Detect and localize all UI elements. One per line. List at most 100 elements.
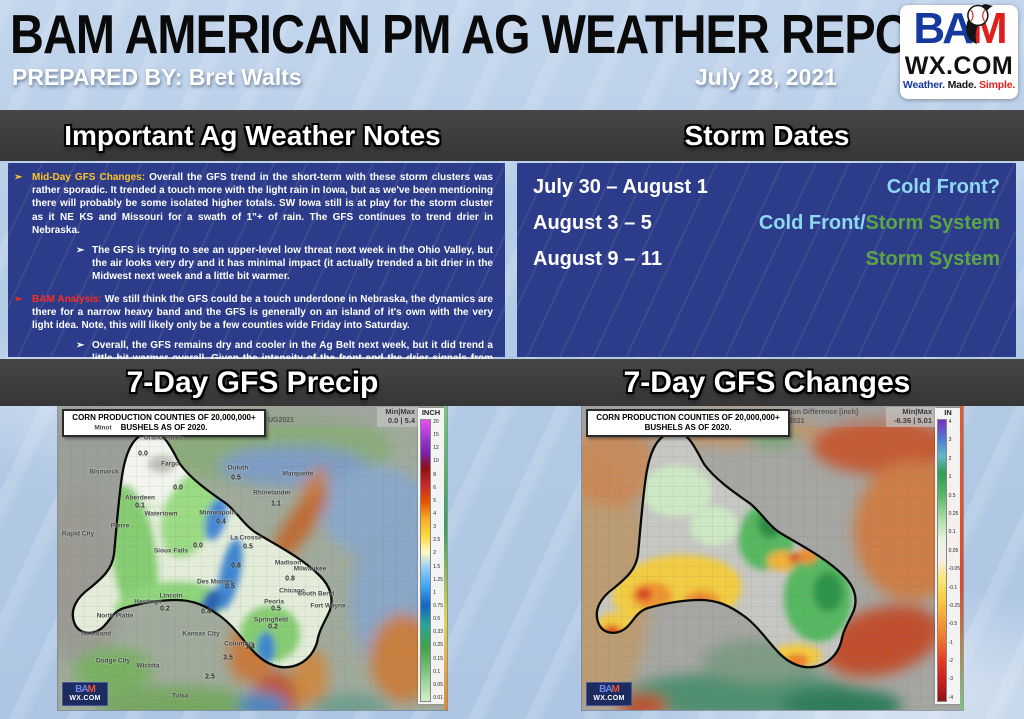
- bullet-arrow-icon: ➢: [14, 172, 23, 183]
- colorbar-tick: 2.5: [433, 537, 441, 544]
- colorbar-tick: 1: [433, 589, 437, 596]
- colorbar-tick: 3: [433, 524, 437, 531]
- colorbar-tick: 10: [433, 458, 439, 465]
- notes-section-title: Important Ag Weather Notes: [64, 119, 441, 151]
- colorbar-unit: IN: [944, 408, 952, 417]
- note-label: BAM Analysis:: [32, 293, 105, 305]
- colorbar-tick: 0.15: [433, 655, 443, 662]
- city-label: Rapid City: [61, 530, 95, 538]
- colorbar-tick: 3: [948, 437, 952, 444]
- colorbar-tick: 0.1: [948, 529, 956, 536]
- city-label: Springfield: [254, 616, 288, 624]
- city-label: Bismarck: [89, 468, 119, 476]
- precip-value-label: 0.2: [160, 605, 170, 613]
- minmax-label: Min|Max: [385, 407, 415, 416]
- storm-date: August 9 – 11: [533, 248, 662, 270]
- storm-date-row: July 30 – August 1 Cold Front?: [533, 176, 1000, 199]
- bam-watermark: BAM WX.COM: [62, 682, 108, 706]
- minmax-value: 0.0 | 5.4: [387, 416, 415, 426]
- bam-logo: BAM WX.COM Weather. Made. Simple.: [900, 4, 1018, 99]
- city-label: Fort Wayne: [310, 602, 346, 610]
- changes-map-graphic: [582, 406, 963, 710]
- colorbar-gradient: [420, 419, 432, 702]
- city-label: Madison: [274, 559, 302, 567]
- map-header-bar: 7-Day GFS Precip 7-Day GFS Changes: [0, 359, 1024, 406]
- gfs-precip-map: UG2021 Min|Max 0.0 | 5.4 CORN PRODUCTION…: [58, 406, 447, 710]
- colorbar-tick: 0.05: [948, 547, 959, 554]
- city-label: Dodge City: [95, 657, 131, 665]
- tagline-word: Weather.: [902, 79, 945, 91]
- colorbar-tick: 1: [948, 474, 952, 481]
- city-label: Fargo: [160, 460, 180, 468]
- colorbar-tick: 0.5: [948, 492, 956, 499]
- colorbar-tick: 20: [433, 419, 439, 425]
- city-label: Tulsa: [171, 692, 189, 700]
- city-label: Sioux Falls: [153, 547, 189, 555]
- ag-weather-notes-panel: ➢ Mid-Day GFS Changes: Overall the GFS tr…: [8, 163, 505, 404]
- storm-date: August 3 – 5: [533, 212, 652, 234]
- colorbar-tick: 1.25: [433, 576, 443, 583]
- colorbar-tick: -0.05: [948, 566, 960, 573]
- city-label: Duluth: [227, 464, 249, 472]
- city-label: Aberdeen: [125, 494, 155, 502]
- minmax-label: Min|Max: [902, 407, 932, 416]
- colorbar-tick: 12: [433, 445, 439, 452]
- precip-value-label: 0.8: [285, 575, 295, 583]
- changes-colorbar: IN 4 3 2 1 0.5 0.25 0.1 0.05 -0.05 -0.1 -0.25 -0.5 -…: [935, 408, 961, 704]
- storm-event: Cold Front/Storm System: [759, 212, 1000, 235]
- colorbar-tick: 0.1: [433, 668, 441, 675]
- storm-event-part: Cold Front?: [886, 176, 1000, 198]
- storm-event: Cold Front?: [887, 176, 1000, 199]
- precip-value-label: 1.1: [271, 500, 281, 508]
- colorbar-tick: 15: [433, 432, 439, 439]
- watermark-m: M: [87, 684, 96, 695]
- precip-value-label: 0.0: [138, 450, 148, 458]
- minmax-readout: Min|Max -6.36 | 5.01: [886, 407, 936, 427]
- precip-map-graphic: [58, 406, 447, 710]
- precip-value-label: 0.0: [193, 542, 203, 550]
- colorbar-unit: INCH: [421, 408, 441, 417]
- city-label: South Bend: [297, 590, 335, 598]
- storm-date: July 30 – August 1: [533, 176, 708, 198]
- precip-value-label: 1.4: [245, 643, 255, 651]
- note-text: The GFS is trying to see an upper-level …: [92, 244, 493, 283]
- bam-logo-ba: BA: [913, 4, 974, 53]
- bullet-arrow-icon: ➢: [14, 293, 23, 305]
- bam-logo-wordmark: BAM: [900, 4, 1018, 53]
- city-label: Columbia: [224, 640, 254, 648]
- colorbar-tick: 0.5: [433, 616, 441, 623]
- watermark-wx: WX.COM: [69, 695, 101, 702]
- bam-logo-wxcom: WX.COM: [904, 52, 1014, 80]
- bam-watermark: BAM WX.COM: [586, 682, 632, 706]
- city-label: Kansas City: [182, 630, 220, 638]
- storm-dates-section-title: Storm Dates: [684, 119, 850, 151]
- precip-value-label: 0.8: [231, 562, 241, 570]
- storm-event-part: Storm System: [865, 212, 1001, 234]
- colorbar-tick: -3: [948, 676, 954, 683]
- colorbar-tick: 5: [433, 497, 437, 504]
- colorbar-tick: -0.1: [948, 584, 958, 591]
- prepared-by: PREPARED BY: Bret Walts: [12, 64, 302, 90]
- city-label: Goodland: [80, 630, 112, 638]
- precip-value-label: 2.5: [205, 673, 215, 681]
- city-label: Des Moines: [196, 578, 234, 586]
- colorbar-gradient: [937, 419, 947, 702]
- storm-date-row: August 9 – 11 Storm System: [533, 248, 1000, 271]
- precip-value-label: 0.5: [225, 583, 235, 591]
- bullet-arrow-icon: ➢: [76, 244, 85, 256]
- note-label: Mid-Day GFS Changes:: [32, 172, 150, 183]
- colorbar-tick: -0.25: [948, 602, 960, 609]
- precip-map-title: 7-Day GFS Precip: [126, 365, 379, 399]
- map-edge-strip: [444, 406, 447, 710]
- colorbar-ticks: 4 3 2 1 0.5 0.25 0.1 0.05 -0.05 -0.1 -0.25 -0.5 -1 -2…: [947, 419, 961, 702]
- storm-event-part: Storm System: [865, 248, 1001, 270]
- precip-value-label: 0.1: [135, 502, 145, 510]
- city-label: Grand Forks: [143, 434, 183, 442]
- city-label: Minneapolis: [199, 509, 237, 517]
- city-label: Pierre: [110, 522, 130, 530]
- colorbar-tick: 0.05: [433, 681, 443, 688]
- corn-counties-label: CORN PRODUCTION COUNTIES OF 20,000,000+ …: [62, 409, 266, 437]
- corn-counties-label: CORN PRODUCTION COUNTIES OF 20,000,000+ …: [586, 409, 790, 437]
- map-date-fragment: UG2021: [268, 417, 295, 424]
- storm-date-row: August 3 – 5 Cold Front/Storm System: [533, 212, 1000, 235]
